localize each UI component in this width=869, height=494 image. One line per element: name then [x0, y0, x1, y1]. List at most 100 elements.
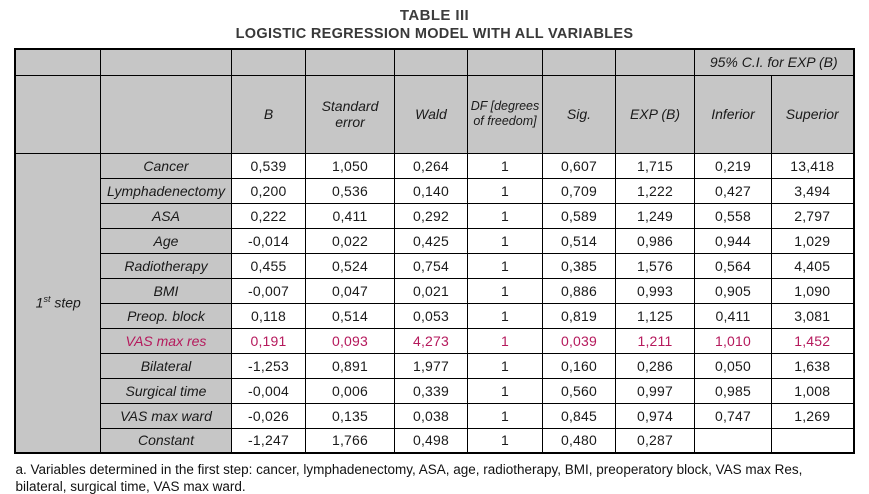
table-cell: 0,022	[304, 227, 395, 254]
table-cell: 0,514	[541, 227, 616, 254]
table-cell: 13,418	[770, 152, 855, 179]
table-cell: 1	[466, 427, 543, 454]
table-cell: 0,560	[541, 377, 616, 404]
row-label: Constant	[99, 427, 232, 454]
table-row: ASA 0,222 0,411 0,292 1 0,589 1,249 0,558 2,797	[15, 202, 855, 229]
table-cell: 0,524	[304, 252, 395, 279]
table-cell: 1	[466, 352, 543, 379]
table-cell	[693, 427, 772, 454]
row-label: Lymphadenectomy	[99, 177, 232, 204]
table-cell: 0,050	[693, 352, 772, 379]
table-cell: 1	[466, 302, 543, 329]
table-cell: 0,891	[304, 352, 395, 379]
table-cell: -1,247	[230, 427, 306, 454]
row-label: Radiotherapy	[99, 252, 232, 279]
table-cell: 0,093	[304, 327, 395, 354]
table-row: Lymphadenectomy 0,200 0,536 0,140 1 0,709 1,22…	[15, 177, 855, 204]
table-cell: 0,135	[304, 402, 395, 429]
table-cell: 1,766	[304, 427, 395, 454]
table-cell: 4,273	[393, 327, 468, 354]
table-cell: 0,754	[393, 252, 468, 279]
table-cell: 1,090	[770, 277, 855, 304]
table-cell: 0,039	[541, 327, 616, 354]
table-cell: 1,010	[693, 327, 772, 354]
logistic-regression-table: 95% C.I. for EXP (B) B Standard error Wa…	[14, 48, 855, 454]
table-row: Surgical time -0,004 0,006 0,339 1 0,560 0,997…	[15, 377, 855, 404]
table-cell: 1	[466, 402, 543, 429]
table-cell: 1,222	[614, 177, 695, 204]
table-cell: 1,452	[770, 327, 855, 354]
table-cell: 0,985	[693, 377, 772, 404]
row-label: Cancer	[99, 152, 232, 179]
table-row: VAS max res 0,191 0,093 4,273 1 0,039 1,211 1,0…	[15, 327, 855, 354]
table-title: TABLE III	[399, 7, 470, 24]
table-cell: 0,974	[614, 402, 695, 429]
table-cell	[770, 427, 855, 454]
table-row: Constant -1,247 1,766 0,498 1 0,480 0,287	[15, 427, 855, 454]
empty-header-cell	[541, 48, 616, 76]
row-label: Age	[99, 227, 232, 254]
table-cell: 1,211	[614, 327, 695, 354]
table-cell: 0,514	[304, 302, 395, 329]
table-cell: 3,081	[770, 302, 855, 329]
table-cell: 0,455	[230, 252, 306, 279]
table-cell: 1,576	[614, 252, 695, 279]
table-cell: 0,292	[393, 202, 468, 229]
table-cell: 0,886	[541, 277, 616, 304]
column-header-row: B Standard error Wald DF [degrees of fre…	[14, 74, 855, 154]
table-cell: 4,405	[770, 252, 855, 279]
table-footnote: a. Variables determined in the first ste…	[15, 462, 803, 494]
row-label: VAS max res	[99, 327, 232, 354]
table-cell: -0,014	[230, 227, 306, 254]
row-label: Bilateral	[99, 352, 232, 379]
table-cell: 1,125	[614, 302, 695, 329]
table-cell: 1	[466, 377, 543, 404]
table-cell: 0,747	[693, 402, 772, 429]
ci-header-cell: 95% C.I. for EXP (B)	[693, 48, 855, 76]
table-cell: 1,977	[393, 352, 468, 379]
column-header-exp-b: EXP (B)	[614, 74, 695, 154]
table-cell: 1	[466, 277, 543, 304]
row-label: Preop. block	[99, 302, 232, 329]
table-cell: 0,038	[393, 402, 468, 429]
table-cell: 0,425	[393, 227, 468, 254]
empty-header-cell	[99, 74, 232, 154]
column-header-sig: Sig.	[541, 74, 616, 154]
table-cell: 1,715	[614, 152, 695, 179]
table-cell: 0,047	[304, 277, 395, 304]
table-cell: 0,118	[230, 302, 306, 329]
table-cell: 2,797	[770, 202, 855, 229]
table-cell: 0,053	[393, 302, 468, 329]
table-cell: 1	[466, 202, 543, 229]
ci-header-row: 95% C.I. for EXP (B)	[14, 48, 855, 76]
table-cell: 0,411	[304, 202, 395, 229]
table-cell: 3,494	[770, 177, 855, 204]
table-cell: 0,427	[693, 177, 772, 204]
table-cell: 0,589	[541, 202, 616, 229]
table-cell: 0,480	[541, 427, 616, 454]
table-cell: 0,160	[541, 352, 616, 379]
table-row: Radiotherapy 0,455 0,524 0,754 1 0,385 1,576 0,…	[15, 252, 855, 279]
table-cell: 1,249	[614, 202, 695, 229]
row-label: VAS max ward	[99, 402, 232, 429]
table-cell: 0,564	[693, 252, 772, 279]
empty-header-cell	[466, 48, 543, 76]
table-cell: 1	[466, 227, 543, 254]
table-row: 1st step Cancer 0,539 1,050 0,264 1 0,607 1,715…	[14, 152, 855, 454]
row-label: Surgical time	[99, 377, 232, 404]
column-header-superior: Superior	[770, 74, 855, 154]
table-cell: 1	[466, 152, 543, 179]
table-cell: 0,286	[614, 352, 695, 379]
table-cell: 0,819	[541, 302, 616, 329]
step-label-cell: 1st step	[14, 152, 101, 454]
table-cell: -0,007	[230, 277, 306, 304]
table-row: Preop. block 0,118 0,514 0,053 1 0,819 1,125 0,…	[15, 302, 855, 329]
step-superscript: st	[43, 294, 51, 305]
table-cell: 0,709	[541, 177, 616, 204]
table-cell: 0,191	[230, 327, 306, 354]
column-header-wald: Wald	[393, 74, 468, 154]
table-cell: 0,539	[230, 152, 306, 179]
table-cell: 0,021	[393, 277, 468, 304]
table-cell: 0,200	[230, 177, 306, 204]
